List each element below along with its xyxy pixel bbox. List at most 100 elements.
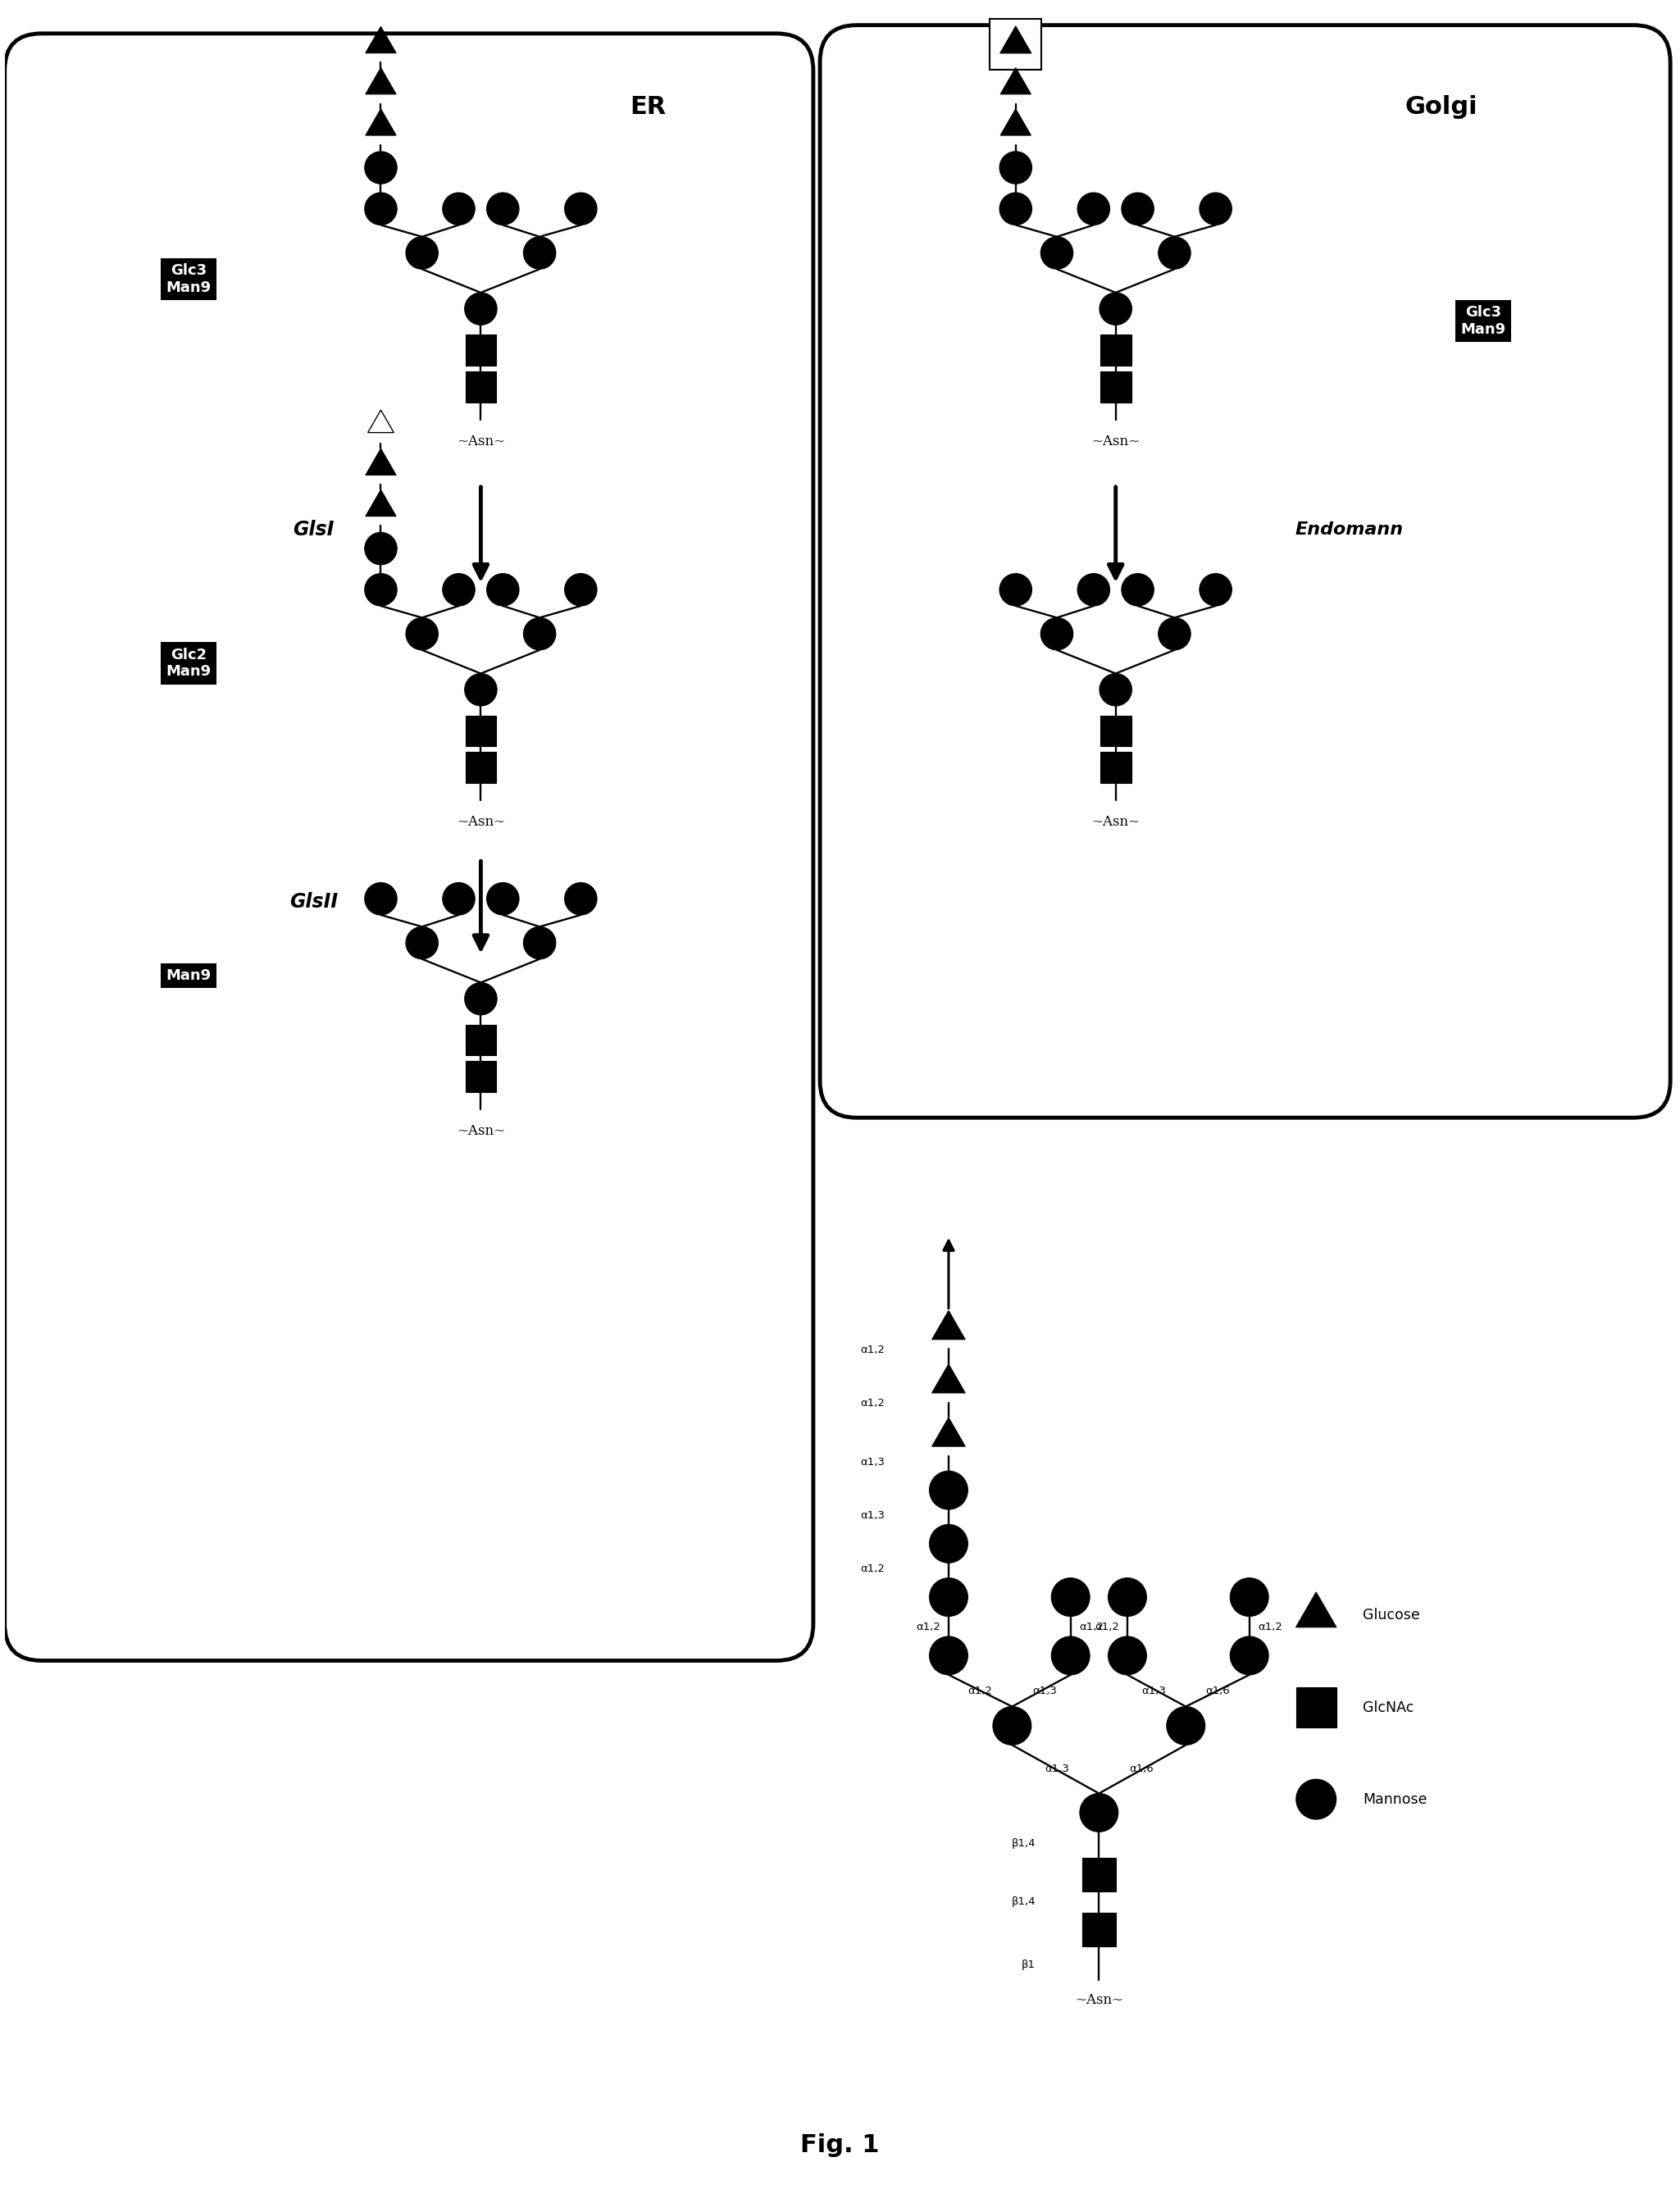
Circle shape bbox=[442, 883, 475, 916]
Text: α1,2: α1,2 bbox=[860, 1564, 885, 1575]
Circle shape bbox=[993, 1708, 1032, 1745]
Text: β1,4: β1,4 bbox=[1011, 1896, 1035, 1907]
Circle shape bbox=[524, 237, 556, 270]
Bar bbox=[1100, 714, 1131, 745]
Bar bbox=[1295, 1688, 1336, 1728]
Circle shape bbox=[929, 1524, 968, 1564]
Circle shape bbox=[365, 883, 396, 916]
Circle shape bbox=[365, 573, 396, 606]
Text: GlcNAc: GlcNAc bbox=[1362, 1701, 1415, 1714]
Circle shape bbox=[487, 192, 519, 226]
Circle shape bbox=[1109, 1577, 1146, 1617]
Text: Glucose: Glucose bbox=[1362, 1608, 1420, 1624]
Text: α1,2: α1,2 bbox=[968, 1686, 991, 1697]
Text: α1,2: α1,2 bbox=[1079, 1621, 1104, 1632]
Circle shape bbox=[1158, 237, 1191, 270]
Circle shape bbox=[1166, 1708, 1205, 1745]
Circle shape bbox=[564, 573, 596, 606]
Circle shape bbox=[1099, 672, 1132, 706]
Circle shape bbox=[1000, 192, 1032, 226]
Circle shape bbox=[442, 192, 475, 226]
Text: Mannose: Mannose bbox=[1362, 1792, 1428, 1807]
Bar bbox=[465, 1062, 496, 1093]
Circle shape bbox=[1109, 1637, 1146, 1674]
Circle shape bbox=[1000, 573, 1032, 606]
Bar bbox=[1100, 372, 1131, 403]
Circle shape bbox=[1052, 1637, 1090, 1674]
Text: α1,2: α1,2 bbox=[860, 1398, 885, 1409]
Circle shape bbox=[1052, 1577, 1090, 1617]
Circle shape bbox=[442, 573, 475, 606]
Circle shape bbox=[465, 292, 497, 325]
Text: α1,3: α1,3 bbox=[1032, 1686, 1057, 1697]
Text: α1,6: α1,6 bbox=[1129, 1763, 1154, 1774]
Circle shape bbox=[1230, 1637, 1268, 1674]
Circle shape bbox=[465, 982, 497, 1015]
Text: Glc2
Man9: Glc2 Man9 bbox=[166, 648, 212, 679]
Text: Golgi: Golgi bbox=[1404, 95, 1478, 119]
Text: ~Asn~: ~Asn~ bbox=[457, 434, 506, 449]
Circle shape bbox=[524, 927, 556, 960]
Circle shape bbox=[524, 617, 556, 650]
Text: ~Asn~: ~Asn~ bbox=[1092, 434, 1141, 449]
Circle shape bbox=[365, 150, 396, 184]
Bar bbox=[465, 334, 496, 365]
Circle shape bbox=[1230, 1577, 1268, 1617]
Bar bbox=[990, 18, 1042, 71]
Circle shape bbox=[1122, 192, 1154, 226]
Circle shape bbox=[465, 672, 497, 706]
Circle shape bbox=[1099, 292, 1132, 325]
Circle shape bbox=[1158, 617, 1191, 650]
Bar bbox=[465, 372, 496, 403]
Text: α1,3: α1,3 bbox=[860, 1455, 885, 1467]
Circle shape bbox=[1200, 192, 1231, 226]
FancyBboxPatch shape bbox=[820, 24, 1670, 1117]
Circle shape bbox=[1040, 617, 1074, 650]
Text: α1,3: α1,3 bbox=[1141, 1686, 1166, 1697]
Text: α1,2: α1,2 bbox=[1094, 1621, 1119, 1632]
Circle shape bbox=[929, 1637, 968, 1674]
Bar bbox=[465, 1024, 496, 1055]
Text: Man9: Man9 bbox=[166, 969, 212, 982]
Circle shape bbox=[365, 533, 396, 564]
Text: Fig. 1: Fig. 1 bbox=[800, 2132, 880, 2157]
Circle shape bbox=[564, 192, 596, 226]
Circle shape bbox=[1200, 573, 1231, 606]
Circle shape bbox=[1000, 150, 1032, 184]
Text: GlsI: GlsI bbox=[292, 520, 334, 540]
Circle shape bbox=[1122, 573, 1154, 606]
Circle shape bbox=[929, 1471, 968, 1509]
Circle shape bbox=[487, 573, 519, 606]
Text: ~Asn~: ~Asn~ bbox=[1075, 1993, 1124, 2006]
Text: Endomann: Endomann bbox=[1295, 522, 1404, 538]
Text: α1,3: α1,3 bbox=[860, 1511, 885, 1520]
Circle shape bbox=[1077, 192, 1110, 226]
Text: α1,2: α1,2 bbox=[916, 1621, 941, 1632]
Bar bbox=[465, 714, 496, 745]
Text: ER: ER bbox=[630, 95, 665, 119]
Text: ~Asn~: ~Asn~ bbox=[457, 814, 506, 830]
Text: α1,3: α1,3 bbox=[1045, 1763, 1068, 1774]
FancyBboxPatch shape bbox=[5, 33, 813, 1661]
Text: α1,2: α1,2 bbox=[860, 1345, 885, 1356]
Circle shape bbox=[407, 927, 438, 960]
Bar bbox=[1100, 752, 1131, 783]
Circle shape bbox=[1080, 1794, 1119, 1832]
Circle shape bbox=[1040, 237, 1074, 270]
Circle shape bbox=[407, 617, 438, 650]
Text: α1,6: α1,6 bbox=[1206, 1686, 1230, 1697]
Circle shape bbox=[365, 192, 396, 226]
Circle shape bbox=[1295, 1778, 1336, 1818]
Bar bbox=[1100, 334, 1131, 365]
Circle shape bbox=[407, 237, 438, 270]
Text: ~Asn~: ~Asn~ bbox=[1092, 814, 1141, 830]
Circle shape bbox=[564, 883, 596, 916]
Text: GlsII: GlsII bbox=[289, 891, 338, 911]
Text: ~Asn~: ~Asn~ bbox=[457, 1124, 506, 1137]
Bar bbox=[1082, 1913, 1116, 1947]
Text: α1,2: α1,2 bbox=[1258, 1621, 1282, 1632]
Bar bbox=[1082, 1858, 1116, 1891]
Circle shape bbox=[487, 883, 519, 916]
Text: Glc3
Man9: Glc3 Man9 bbox=[166, 263, 212, 294]
Text: β1: β1 bbox=[1021, 1960, 1035, 1971]
